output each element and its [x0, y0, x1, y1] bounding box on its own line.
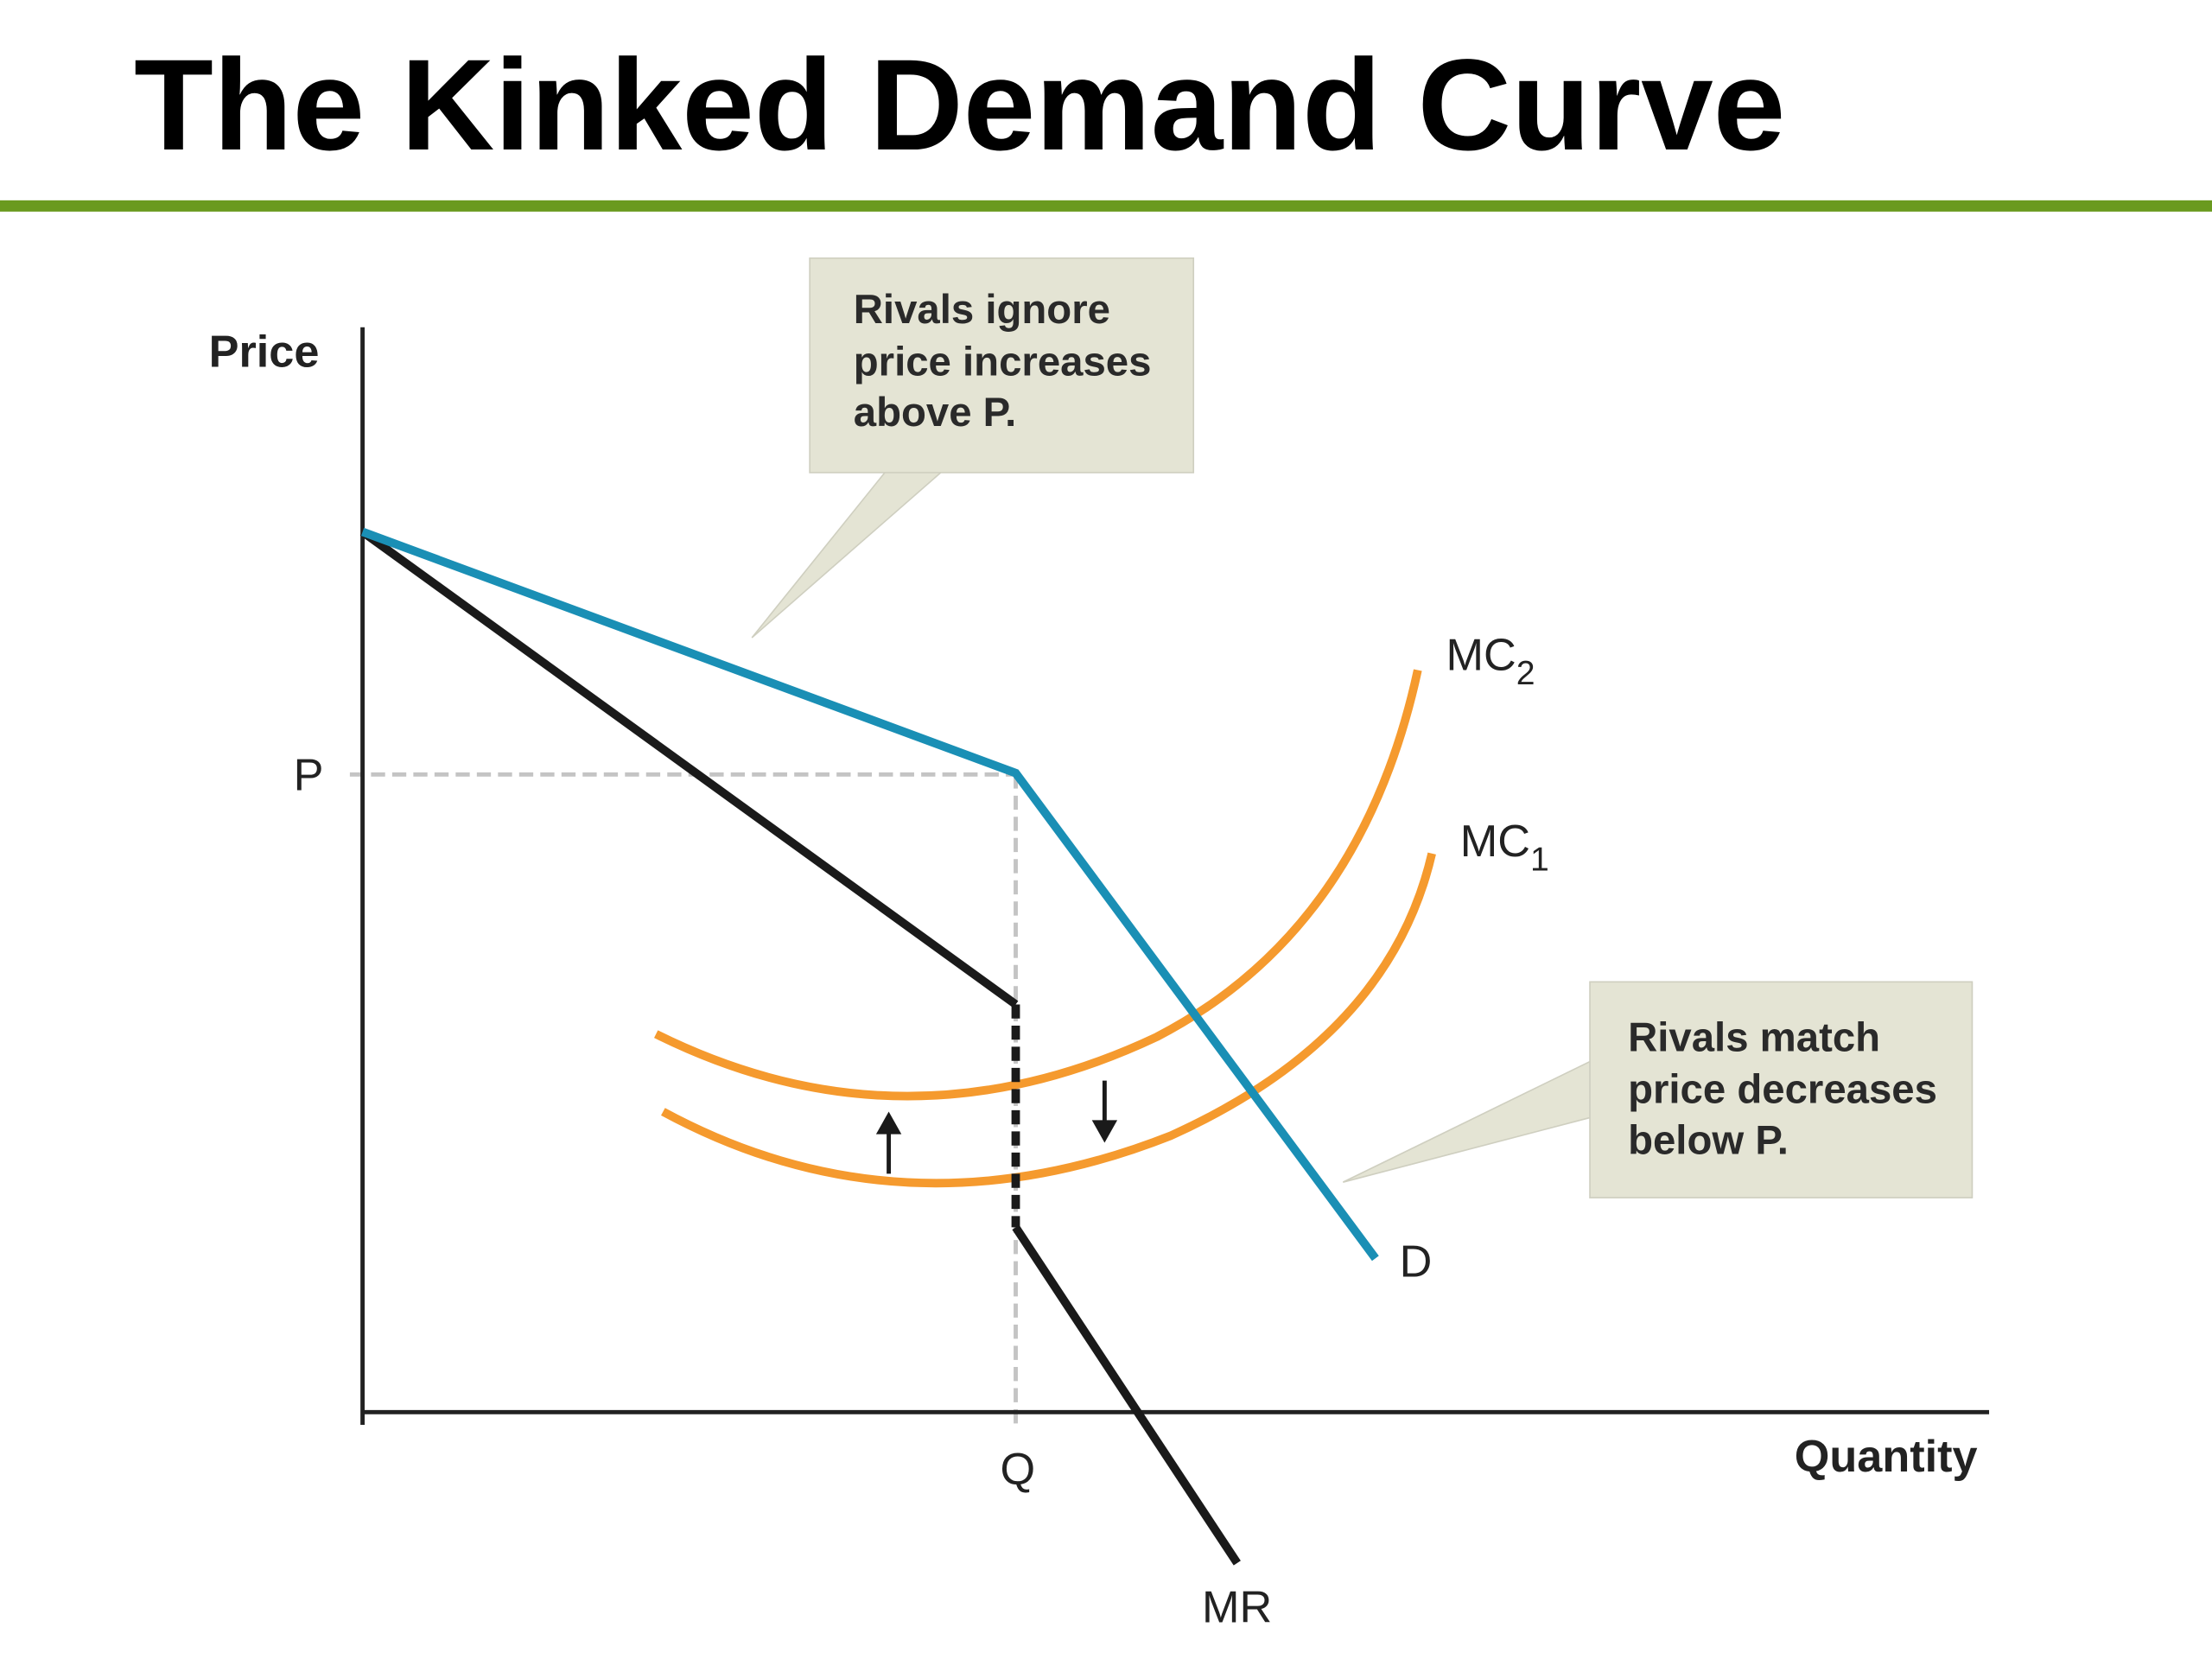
mc2-label-main: MC [1446, 631, 1516, 681]
callout-pointer [751, 470, 944, 639]
callout-text: above P. [854, 390, 1017, 435]
price-label: P [294, 750, 324, 800]
y-axis-label: Price [209, 327, 320, 377]
mc1-label-main: MC [1460, 817, 1530, 867]
mr-label: MR [1202, 1583, 1272, 1633]
title-rule [0, 200, 2212, 212]
mc1-label: MC1 [1460, 817, 1549, 878]
callout-box [1589, 981, 1974, 1198]
mr-lower [1012, 1224, 1241, 1566]
callout-text: price decreases [1628, 1067, 1937, 1113]
arrow-down-head [1091, 1120, 1118, 1143]
demand-curve [360, 527, 1379, 1262]
quantity-label: Q [1001, 1445, 1036, 1495]
mc1-label-sub: 1 [1530, 841, 1549, 878]
callout-text: price increases [854, 339, 1152, 385]
callout-text: below P. [1628, 1118, 1789, 1164]
mc2-curve [654, 669, 1422, 1101]
mc2-label-sub: 2 [1516, 655, 1535, 692]
arrow-up-head [875, 1111, 902, 1135]
callout-box [809, 257, 1195, 474]
callout-text: Rivals ignore [854, 287, 1110, 333]
mc2-label: MC2 [1446, 631, 1535, 692]
mc1-curve [661, 852, 1436, 1188]
slide-title: The Kinked Demand Curve [134, 32, 1785, 177]
demand-label: D [1400, 1237, 1433, 1287]
callout-text: Rivals match [1628, 1014, 1880, 1060]
x-axis-label: Quantity [1795, 1432, 1978, 1482]
mr-upper [359, 528, 1019, 1008]
callout-pointer [1342, 1059, 1592, 1183]
